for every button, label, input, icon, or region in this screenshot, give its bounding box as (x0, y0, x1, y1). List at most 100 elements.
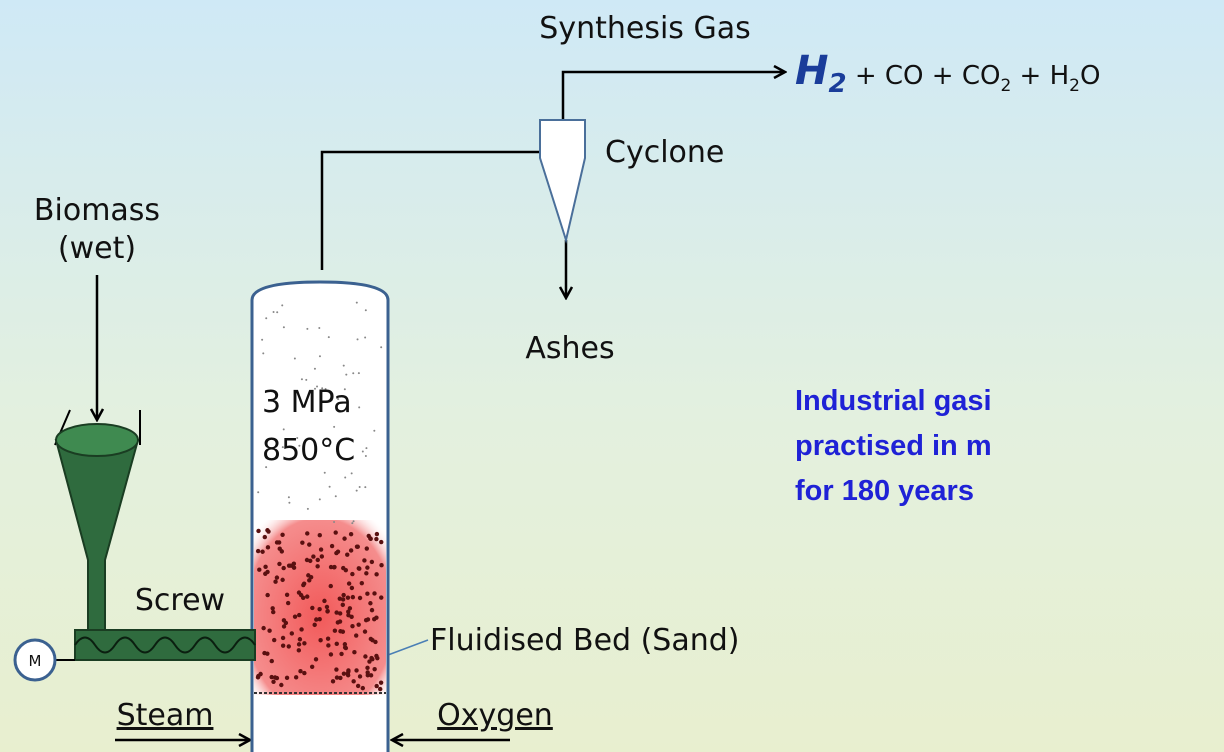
particle (298, 669, 303, 674)
reactor (250, 280, 390, 752)
particle (369, 559, 375, 565)
particle (362, 629, 368, 634)
particle (333, 521, 336, 524)
particle (365, 447, 368, 450)
particle (355, 683, 361, 689)
particle (334, 667, 339, 672)
particle (365, 665, 370, 671)
particle (315, 564, 320, 569)
particle (281, 304, 284, 307)
particle (357, 595, 363, 601)
particle (276, 540, 282, 545)
particle (281, 624, 287, 629)
particle (280, 577, 285, 583)
particle (319, 554, 325, 559)
particle (343, 388, 346, 391)
particle (332, 564, 337, 570)
particle (379, 595, 384, 600)
note-line: for 180 years (795, 475, 974, 507)
particle (364, 486, 367, 489)
h2o-h: + H (1011, 61, 1069, 91)
particle (306, 327, 309, 330)
particle (281, 565, 286, 571)
particle (261, 338, 264, 341)
particle (307, 578, 312, 583)
particle (274, 575, 280, 580)
particle (374, 531, 380, 537)
particle (334, 495, 337, 498)
particle (318, 638, 323, 643)
particle (327, 336, 330, 339)
particle (351, 522, 354, 525)
particle (364, 546, 369, 551)
particle (265, 317, 268, 320)
particle (350, 594, 356, 600)
particle (372, 591, 377, 596)
particle (340, 597, 346, 602)
screw: Screw (135, 583, 225, 618)
particle (345, 552, 350, 557)
particle (345, 437, 348, 440)
particle (313, 657, 319, 662)
particle (282, 326, 285, 329)
particle (352, 650, 357, 655)
particle (332, 628, 338, 633)
particle (285, 600, 291, 606)
particle (369, 655, 374, 661)
formula: H2 + CO + CO2 + H2O (795, 48, 1100, 99)
particle (271, 609, 276, 615)
particle (269, 674, 274, 680)
particle (323, 471, 326, 474)
particle (351, 679, 356, 684)
particle (378, 680, 384, 685)
particle (255, 548, 261, 554)
particle (374, 653, 379, 659)
particle (349, 614, 354, 620)
note-line: practised in m (795, 430, 992, 462)
particle (346, 609, 351, 614)
particle (280, 532, 285, 537)
particle (309, 664, 315, 669)
particle (340, 602, 346, 608)
h2o-sub: 2 (1069, 76, 1080, 96)
particle (298, 592, 304, 598)
particle (312, 622, 317, 628)
particle (286, 644, 291, 649)
particle (374, 683, 379, 689)
particle (310, 605, 315, 611)
particle (302, 641, 307, 646)
particle (337, 596, 342, 601)
particle (311, 554, 316, 559)
particle (350, 571, 355, 577)
particle (272, 637, 277, 643)
particle (345, 595, 351, 600)
particle (357, 674, 363, 679)
particle (280, 643, 286, 648)
particle (342, 642, 348, 647)
particle (306, 507, 309, 510)
particle (368, 636, 374, 642)
particle (358, 486, 361, 489)
particle (280, 635, 286, 641)
particle (297, 637, 303, 642)
particle (277, 561, 282, 567)
oxygen: Oxygen (437, 698, 553, 733)
particle (265, 651, 270, 656)
particle (368, 536, 373, 541)
particle (328, 485, 331, 488)
particle (300, 378, 303, 381)
particle (341, 592, 346, 598)
particle (365, 673, 370, 678)
particle (300, 540, 305, 545)
particle (273, 579, 278, 584)
particle (339, 651, 344, 657)
particle (334, 675, 340, 680)
particle (317, 616, 322, 622)
feeder (13, 409, 256, 682)
particle (267, 628, 272, 633)
particle (317, 533, 322, 538)
particle (329, 543, 335, 549)
particle (342, 364, 345, 367)
cyclone-label: Cyclone (605, 135, 724, 170)
